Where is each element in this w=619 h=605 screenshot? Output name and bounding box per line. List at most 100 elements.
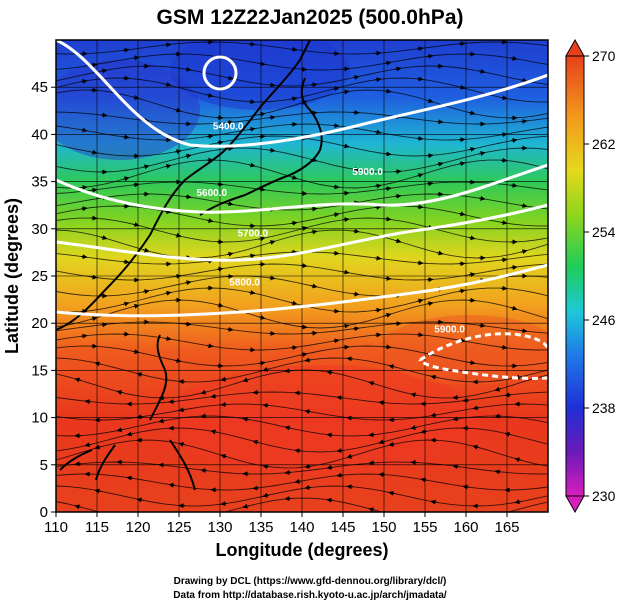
wind-arrow [430, 499, 438, 505]
wind-arrow [304, 463, 312, 469]
wind-arrow [284, 496, 292, 502]
x-tick-label: 115 [85, 519, 109, 536]
wind-arrow [310, 206, 318, 212]
wind-streamlines [56, 40, 548, 518]
wind-arrow [332, 338, 340, 344]
wind-arrow [290, 345, 298, 351]
streamline [56, 229, 548, 259]
wind-arrow [142, 247, 150, 253]
wind-arrow [384, 186, 392, 192]
colorbar-bottom-arrow [565, 495, 585, 514]
wind-arrow [500, 344, 508, 350]
wind-arrow [436, 250, 444, 256]
japan-coastline [199, 77, 323, 216]
wind-arrow [310, 283, 318, 289]
streamline [56, 41, 548, 55]
wind-arrow [122, 176, 130, 182]
x-axis-ticks: 110 115 120 125 130 135 140 145 150 155 160 165 [44, 512, 520, 536]
wind-arrow [220, 453, 228, 459]
wind-arrow [374, 255, 382, 261]
x-tick-label: 120 [125, 519, 150, 536]
wind-arrow [184, 194, 192, 200]
wind-arrow [520, 77, 528, 83]
wind-arrow [74, 377, 82, 383]
wind-arrow [174, 273, 182, 279]
wind-arrow [90, 274, 98, 280]
wind-arrow [201, 517, 207, 518]
wind-arrow [294, 448, 302, 454]
wind-arrow [178, 407, 186, 413]
wind-arrow [248, 290, 256, 295]
wind-arrow [342, 269, 350, 275]
y-tick-label: 30 [31, 221, 48, 238]
wind-arrow [258, 360, 266, 366]
wind-arrow [252, 439, 260, 445]
wind-arrow [290, 174, 298, 180]
x-tick-label: 130 [207, 519, 232, 536]
wind-arrow [248, 126, 256, 132]
wind-arrow [294, 478, 302, 484]
contour-label: 5900.0 [434, 325, 465, 336]
coastlines [56, 40, 323, 491]
contour-5800 [56, 263, 548, 318]
wind-arrow [80, 333, 88, 339]
x-tick-label: 165 [494, 519, 519, 536]
wind-arrow [352, 326, 360, 332]
colorbar-tick-label: 238 [592, 400, 616, 416]
wind-arrow [426, 181, 434, 187]
wind-arrow [290, 46, 298, 52]
wind-arrow [122, 47, 130, 53]
wind-arrow [226, 326, 234, 332]
wind-arrow [352, 75, 360, 80]
wind-arrow [174, 149, 182, 155]
wind-arrow [332, 86, 340, 92]
wind-arrow [336, 395, 344, 401]
wind-arrow [100, 112, 108, 118]
wind-arrow [426, 301, 434, 307]
wind-arrow [374, 77, 382, 83]
wind-arrow [458, 211, 466, 217]
wind-arrow [164, 336, 172, 342]
indochina-coastline [59, 444, 116, 481]
wind-arrow [94, 361, 102, 367]
wind-arrow [416, 76, 424, 82]
wind-arrow [468, 272, 476, 278]
wind-arrow [342, 344, 350, 350]
wind-arrow [178, 441, 186, 447]
wind-arrow [242, 416, 250, 422]
wind-arrow [374, 129, 382, 135]
wind-arrow [90, 149, 98, 155]
contour-label: 5800.0 [229, 277, 260, 288]
y-axis-ticks: 0 5 10 15 20 25 30 35 40 45 [31, 79, 56, 521]
wind-arrow [216, 181, 224, 187]
y-tick-label: 40 [31, 126, 48, 143]
wind-arrow [410, 425, 418, 430]
wind-arrow [436, 119, 444, 125]
wind-arrow [100, 68, 108, 74]
credit-data: Data from http://database.rish.kyoto-u.a… [173, 590, 447, 601]
wind-arrow [262, 492, 270, 498]
wind-arrow [258, 236, 266, 242]
wind-arrow [100, 322, 108, 328]
streamline [56, 111, 548, 125]
wind-arrow [342, 66, 350, 72]
wind-arrow [168, 399, 176, 405]
wind-arrow [326, 464, 334, 470]
wind-arrow [117, 516, 123, 517]
wind-arrow [458, 288, 466, 294]
wind-arrow [300, 226, 308, 231]
wind-arrow [384, 88, 392, 94]
colorbar-ticks: 230 238 246 254 262 270 [584, 48, 616, 504]
wind-arrow [300, 263, 308, 269]
colorbar-tick-label: 262 [592, 136, 616, 152]
wind-arrow [430, 374, 438, 380]
wind-arrow [206, 92, 214, 98]
wind-arrow [416, 135, 424, 141]
contour-5700 [56, 203, 548, 262]
wind-arrow [478, 68, 486, 74]
wind-arrow [514, 499, 522, 505]
wind-arrow [430, 412, 438, 418]
y-tick-label: 25 [31, 268, 48, 285]
wind-arrow [478, 151, 486, 156]
